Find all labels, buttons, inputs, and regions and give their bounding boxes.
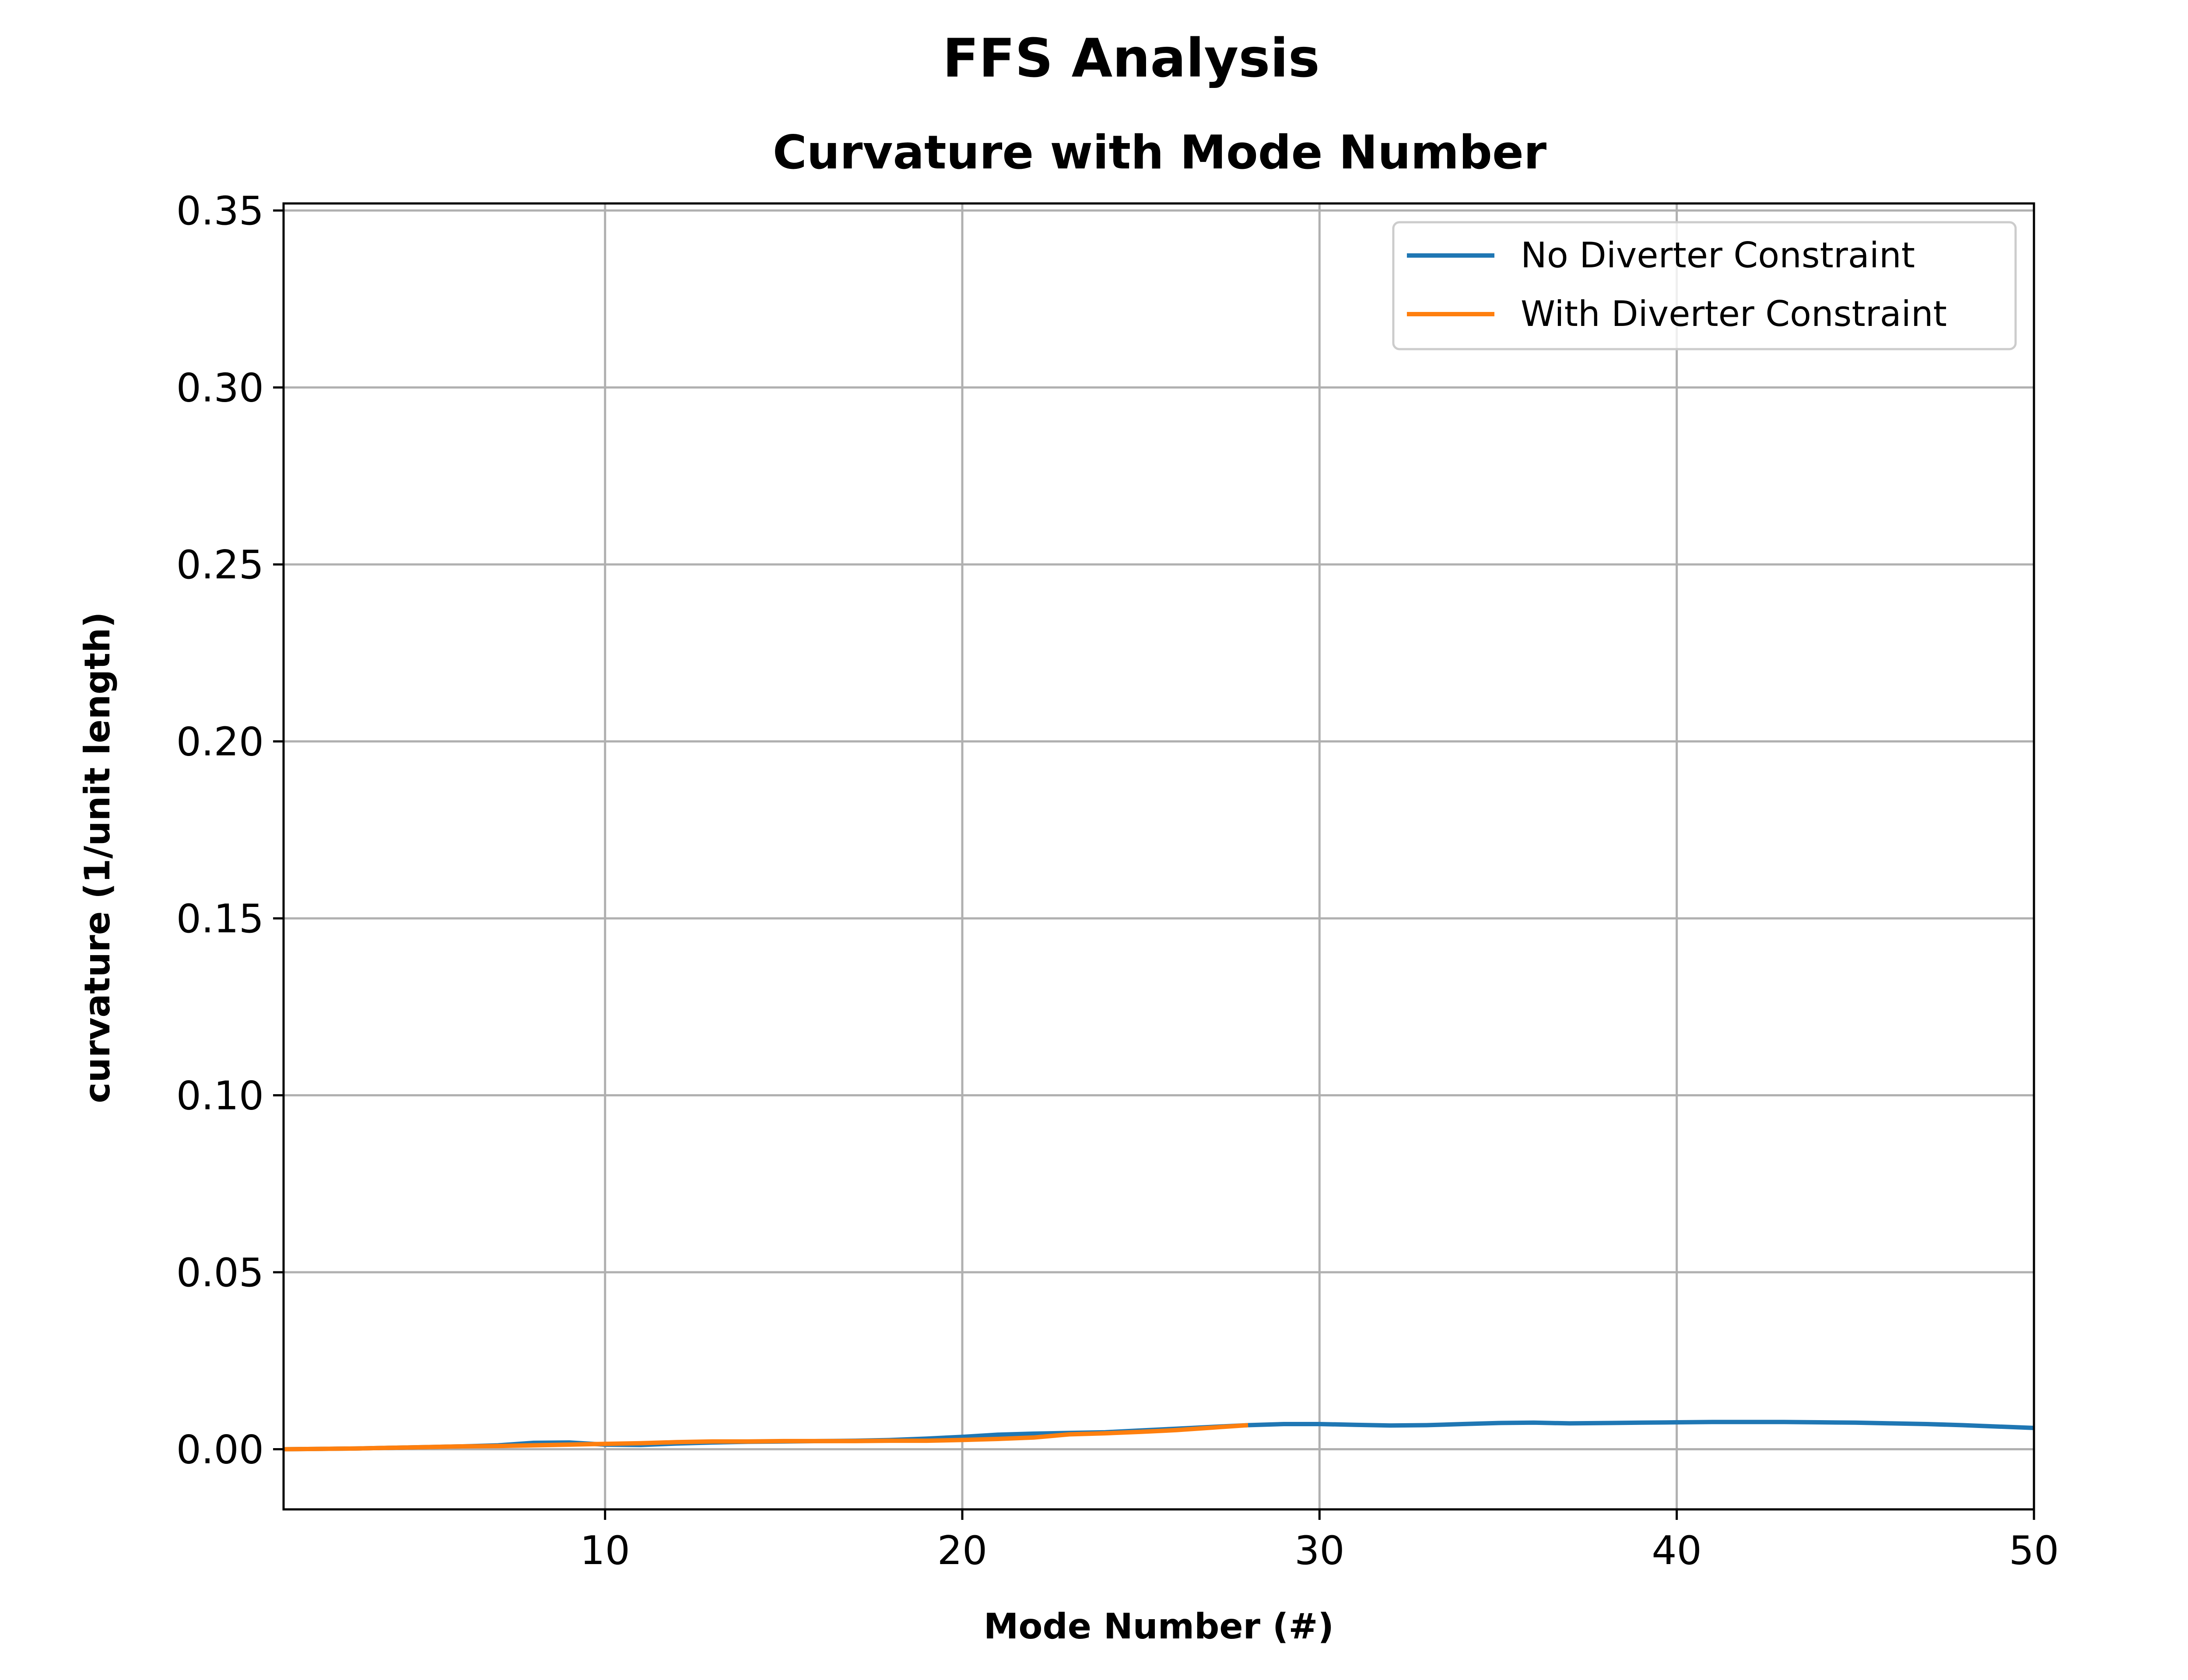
y-tick-label: 0.25 [176, 542, 264, 588]
y-tick-label: 0.05 [176, 1250, 264, 1296]
x-tick-label: 10 [580, 1528, 630, 1574]
y-tick-label: 0.10 [176, 1073, 264, 1119]
legend: No Diverter Constraint With Diverter Con… [1392, 221, 2017, 350]
y-axis-ticks: 0.00 0.05 0.10 0.15 0.20 0.25 0.30 0.35 [176, 188, 284, 1473]
y-tick-label: 0.20 [176, 719, 264, 765]
y-gridlines [284, 209, 2034, 1450]
series-line-with-diverter [283, 1423, 1248, 1452]
y-tick-label: 0.00 [176, 1427, 264, 1473]
series-layer [283, 1420, 2034, 1452]
x-tick-label: 50 [2009, 1528, 2059, 1574]
y-tick-label: 0.35 [176, 188, 264, 234]
legend-label-no-diverter: No Diverter Constraint [1521, 235, 1915, 276]
legend-label-with-diverter: With Diverter Constraint [1521, 294, 1947, 334]
chart-title: Curvature with Mode Number [773, 126, 1546, 179]
x-tick-label: 30 [1294, 1528, 1345, 1574]
x-gridlines [604, 203, 2035, 1509]
plot-area: 10 20 30 40 50 0.000.050.100.150.200.250.300… [176, 188, 2059, 1574]
x-axis-label: Mode Number (#) [984, 1606, 1334, 1647]
y-axis-label: curvature (1/unit length) [77, 612, 118, 1103]
y-tick-label: 0.30 [176, 365, 264, 411]
x-axis-ticks: 10 20 30 40 50 [580, 1509, 2059, 1574]
y-tick-label: 0.15 [176, 896, 264, 942]
x-tick-label: 40 [1652, 1528, 1702, 1574]
x-tick-label: 20 [937, 1528, 988, 1574]
axes-frame [282, 202, 2035, 1511]
figure-suptitle: FFS Analysis [943, 28, 1320, 89]
legend-box [1392, 221, 2017, 350]
